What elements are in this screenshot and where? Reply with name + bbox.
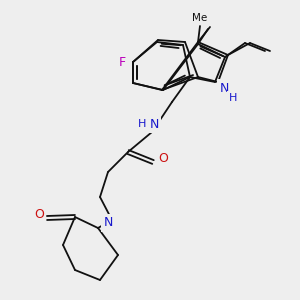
Text: F: F bbox=[117, 56, 124, 68]
Text: H: H bbox=[230, 95, 238, 105]
Text: N: N bbox=[219, 82, 229, 94]
Text: Me: Me bbox=[192, 13, 208, 23]
Text: O: O bbox=[34, 208, 44, 220]
Text: N: N bbox=[103, 217, 113, 230]
Text: H: H bbox=[138, 119, 146, 129]
Text: O: O bbox=[158, 152, 168, 166]
Text: F: F bbox=[118, 56, 126, 68]
Text: H: H bbox=[229, 93, 237, 103]
Text: N: N bbox=[221, 83, 231, 97]
Text: N: N bbox=[149, 118, 159, 130]
